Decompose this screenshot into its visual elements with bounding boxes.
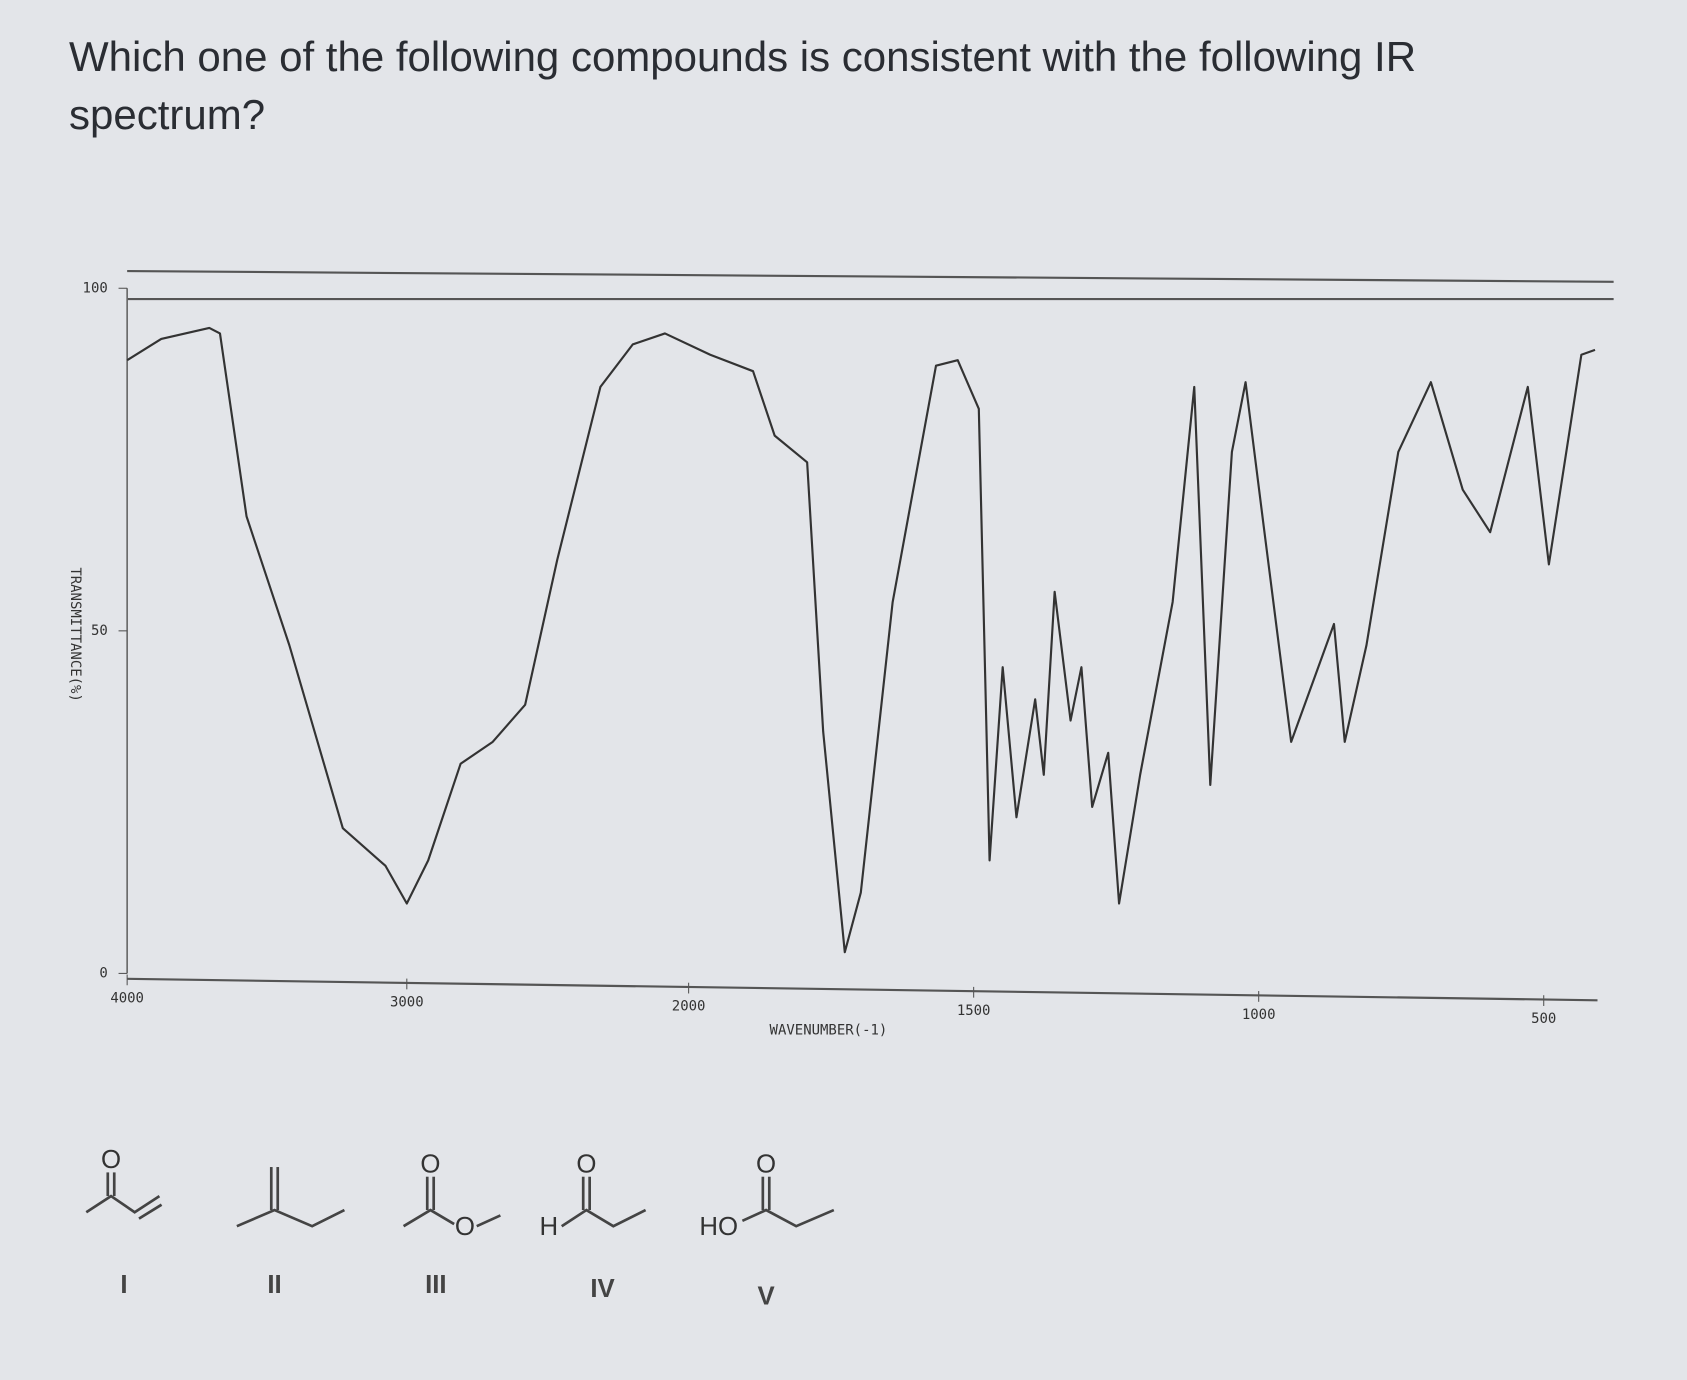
y-axis-label: TRANSMITTANCE(%) [67,567,83,702]
bond [560,1208,647,1228]
compound-label: III [425,1271,447,1299]
x-axis [127,977,1598,1002]
bond [236,1208,346,1228]
atom-label: O [101,1146,121,1174]
bond [85,1194,161,1214]
compound-label: V [757,1283,775,1311]
x-tick-label: 500 [1531,1011,1556,1027]
spectrum-line [126,326,1596,954]
bond [476,1214,501,1228]
compound-label: IV [590,1275,615,1303]
bond [402,1208,455,1228]
frame-line [127,269,1614,283]
bond [741,1208,835,1228]
compound-structures [85,1167,835,1228]
compound-label: II [267,1271,281,1299]
y-tick-label: 50 [91,623,108,639]
x-tick-label: 4000 [110,990,144,1006]
x-tick-label: 1000 [1242,1007,1276,1023]
question-text: Which one of the following compounds is … [69,33,1417,138]
atom-label: HO [699,1213,738,1241]
atom-label: O [576,1150,596,1178]
atom-label: O [420,1150,440,1178]
y-tick-label: 100 [83,281,108,297]
y-tick-label: 0 [99,966,107,982]
x-tick-label: 2000 [672,999,706,1015]
compound-label: I [120,1271,127,1299]
bond [138,1203,163,1220]
x-tick-label: 3000 [390,995,424,1011]
atom-label: H [539,1213,558,1241]
atom-label: O [455,1213,475,1241]
x-tick-label: 1500 [957,1003,991,1019]
x-axis-label: WAVENUMBER(-1) [770,1023,888,1039]
atom-label: O [756,1150,776,1178]
